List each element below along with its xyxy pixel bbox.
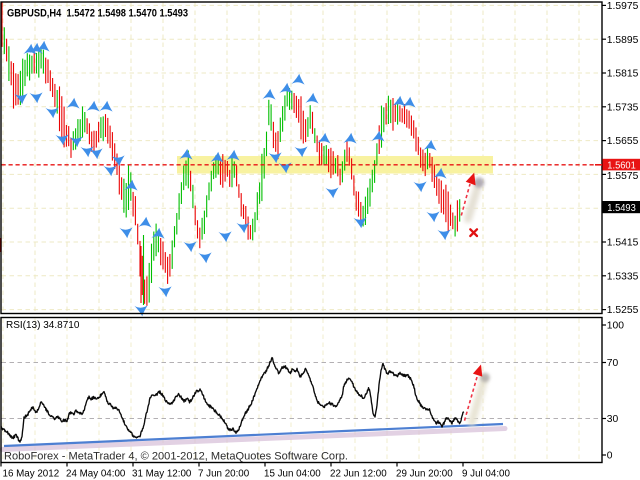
svg-text:7 Jun 20:00: 7 Jun 20:00: [198, 468, 250, 479]
svg-text:15 Jun 04:00: 15 Jun 04:00: [264, 468, 321, 479]
svg-text:31 May 12:00: 31 May 12:00: [132, 468, 192, 479]
svg-text:22 Jun 12:00: 22 Jun 12:00: [330, 468, 387, 479]
svg-text:29 Jun 20:00: 29 Jun 20:00: [396, 468, 453, 479]
svg-text:1.5601: 1.5601: [607, 160, 636, 171]
svg-text:30: 30: [607, 414, 619, 425]
svg-text:70: 70: [607, 358, 619, 369]
svg-text:1.5335: 1.5335: [607, 271, 639, 282]
svg-text:1.5735: 1.5735: [607, 102, 639, 113]
svg-text:1.5815: 1.5815: [607, 69, 639, 80]
svg-text:1.5255: 1.5255: [607, 305, 639, 316]
svg-text:RoboForex - MetaTrader 4, © 20: RoboForex - MetaTrader 4, © 2001-2012, M…: [4, 451, 348, 463]
svg-text:1.5895: 1.5895: [607, 35, 639, 46]
svg-text:1.5575: 1.5575: [607, 171, 639, 182]
svg-text:1.5655: 1.5655: [607, 136, 639, 147]
svg-text:1.5415: 1.5415: [607, 238, 639, 249]
svg-text:1.5975: 1.5975: [607, 1, 639, 12]
svg-text:GBPUSD,H4 1.5472 1.5498 1.547: GBPUSD,H4 1.5472 1.5498 1.5470 1.5493: [7, 7, 188, 19]
svg-text:24 May 04:00: 24 May 04:00: [66, 468, 126, 479]
svg-text:1.5493: 1.5493: [607, 203, 636, 214]
svg-text:RSI(13) 34.8710: RSI(13) 34.8710: [6, 320, 80, 331]
svg-text:100: 100: [607, 321, 624, 332]
svg-text:0: 0: [607, 451, 613, 462]
svg-text:16 May 2012: 16 May 2012: [3, 468, 60, 479]
svg-text:9 Jul 04:00: 9 Jul 04:00: [462, 468, 510, 479]
